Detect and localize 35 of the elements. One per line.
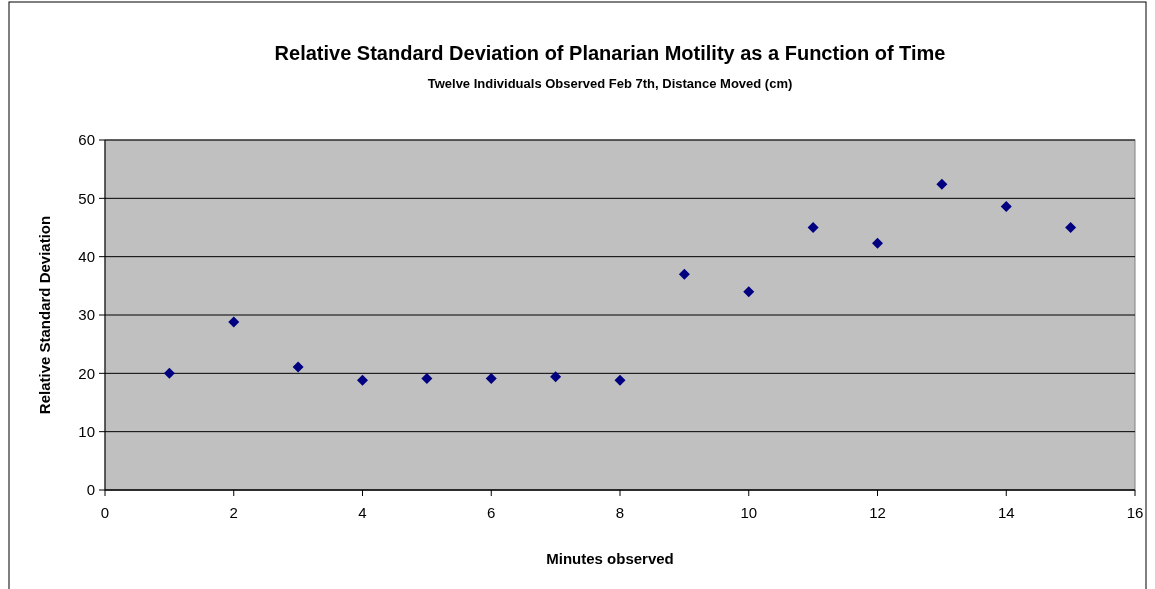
chart-subtitle: Twelve Individuals Observed Feb 7th, Distance Moved (cm)	[427, 76, 793, 91]
y-tick-label: 30	[78, 306, 95, 324]
x-tick-label: 8	[615, 504, 625, 521]
point	[807, 222, 819, 233]
x-tick-label: 16	[1126, 504, 1144, 521]
point	[872, 237, 883, 249]
point	[1065, 222, 1077, 233]
point	[357, 374, 368, 386]
point	[550, 371, 562, 383]
point	[1000, 201, 1012, 212]
x-tick-label: 12	[869, 504, 886, 521]
x-tick-label: 6	[487, 504, 496, 521]
x-tick-label: 14	[997, 504, 1015, 521]
y-tick-label: 20	[78, 364, 95, 382]
y-axis-title: Relative Standard Deviation	[36, 215, 53, 415]
chart-title: Relative Standard Deviation of Planarian Motility as a Function of Time	[274, 42, 946, 64]
point	[163, 367, 175, 379]
x-tick-label: 4	[358, 504, 367, 521]
point	[614, 374, 626, 386]
point	[421, 373, 433, 385]
y-tick-label: 10	[78, 422, 95, 440]
y-tick-label: 40	[78, 247, 95, 265]
y-tick-label: 60	[78, 131, 95, 149]
x-tick-label: 2	[229, 504, 238, 521]
point	[485, 373, 497, 385]
point	[936, 178, 948, 190]
point	[292, 361, 304, 373]
y-tick-label: 50	[78, 189, 95, 207]
point	[743, 286, 755, 298]
point	[228, 316, 240, 328]
x-axis-title: Minutes observed	[546, 550, 674, 567]
x-tick-label: 10	[740, 504, 758, 521]
x-tick-label: 0	[100, 504, 110, 521]
point	[678, 268, 690, 280]
y-tick-label: 0	[86, 481, 95, 499]
